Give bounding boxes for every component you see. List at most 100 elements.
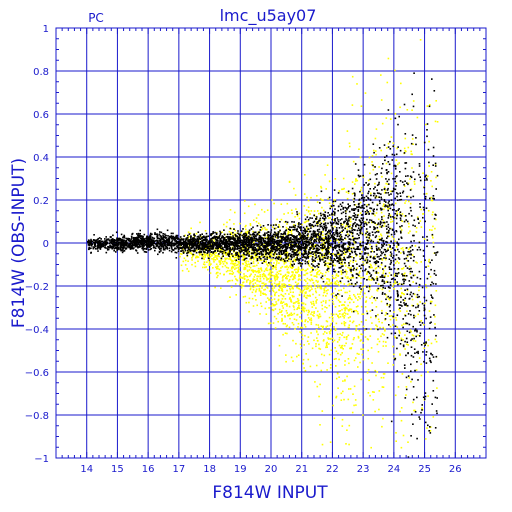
data-point (250, 228, 253, 230)
data-point (405, 354, 407, 357)
data-point (397, 299, 399, 301)
data-point (312, 253, 314, 255)
data-point (395, 274, 397, 277)
data-point (360, 276, 362, 279)
data-point (430, 294, 432, 296)
data-point (258, 233, 260, 236)
data-point (330, 259, 332, 262)
data-point (326, 278, 328, 280)
data-point (293, 269, 296, 271)
data-point (380, 246, 383, 249)
data-point (300, 265, 302, 267)
data-point (246, 279, 248, 282)
data-point (347, 284, 349, 287)
data-point (328, 251, 330, 253)
data-point (310, 210, 313, 212)
data-point (268, 272, 271, 275)
data-point (336, 252, 339, 254)
data-point (417, 379, 419, 381)
data-point (211, 243, 214, 245)
data-point (305, 220, 308, 223)
data-point (288, 181, 291, 183)
data-point (354, 295, 356, 298)
data-point (140, 243, 143, 246)
data-point (219, 246, 221, 248)
data-point (295, 236, 297, 239)
data-point (228, 255, 230, 257)
data-point (271, 303, 274, 305)
data-point (234, 211, 236, 214)
data-point (260, 259, 262, 262)
data-point (293, 221, 295, 223)
data-point (309, 213, 311, 215)
data-point (263, 277, 265, 280)
data-point (357, 337, 360, 339)
data-point (147, 249, 150, 251)
data-point (424, 398, 426, 400)
data-point (306, 196, 308, 199)
data-point (219, 239, 222, 242)
data-point (337, 299, 340, 302)
data-point (425, 299, 428, 302)
data-point (324, 223, 326, 225)
data-point (332, 303, 335, 305)
data-point (411, 334, 414, 336)
data-point (341, 260, 343, 263)
data-point (252, 242, 255, 244)
data-point (244, 257, 246, 260)
data-point (307, 220, 309, 222)
data-point (348, 256, 350, 259)
data-point (280, 259, 282, 261)
data-point (323, 213, 326, 216)
data-point (307, 256, 310, 258)
data-point (277, 276, 279, 278)
data-point (384, 330, 386, 332)
data-point (272, 226, 274, 228)
data-point (293, 295, 295, 298)
data-point (381, 175, 383, 178)
data-point (355, 225, 357, 228)
data-point (186, 255, 189, 258)
data-point (367, 222, 369, 224)
data-point (270, 240, 273, 243)
data-point (300, 331, 302, 334)
data-point (322, 237, 324, 240)
data-point (311, 288, 313, 290)
data-point (294, 252, 297, 254)
data-point (230, 268, 233, 270)
data-point (435, 340, 438, 343)
data-point (292, 291, 294, 294)
data-point (371, 302, 373, 304)
data-point (297, 302, 299, 304)
data-point (311, 279, 314, 281)
data-point (303, 286, 305, 288)
data-point (411, 167, 413, 169)
data-point (375, 282, 377, 284)
data-point (322, 199, 324, 201)
data-point (149, 234, 152, 236)
data-point (327, 238, 329, 240)
data-point (287, 256, 290, 258)
data-point (304, 269, 306, 272)
data-point (397, 163, 399, 166)
data-point (376, 256, 379, 258)
data-point (258, 259, 261, 261)
data-point (230, 248, 232, 251)
data-point (352, 198, 355, 201)
data-point (404, 272, 406, 275)
data-point (423, 314, 426, 317)
data-point (236, 255, 238, 257)
data-point (346, 249, 349, 252)
data-point (243, 233, 245, 236)
data-point (274, 253, 276, 255)
data-point (388, 194, 390, 196)
data-point (395, 230, 397, 232)
data-point (217, 267, 219, 270)
data-point (296, 253, 298, 256)
data-point (223, 260, 226, 263)
data-point (328, 280, 331, 282)
data-point (351, 235, 354, 237)
data-point (299, 326, 302, 329)
data-point (366, 242, 369, 245)
data-point (166, 229, 169, 232)
